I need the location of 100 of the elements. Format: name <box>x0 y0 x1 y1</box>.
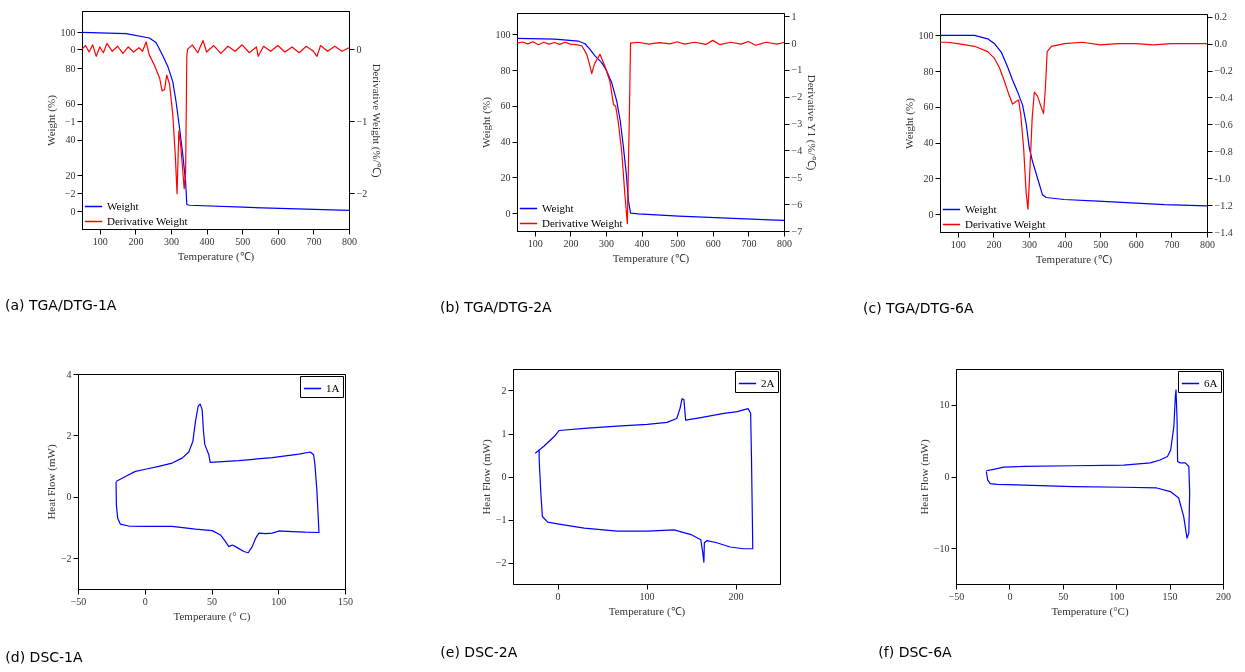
y3-tick-label: −2 <box>356 187 368 199</box>
text: (f) DSC-6A <box>878 644 953 660</box>
x-tick-label: 100 <box>639 590 655 602</box>
y-tick-label: 1 <box>501 428 507 439</box>
line-series <box>534 398 754 563</box>
x-axis-title: Temperature (℃) <box>177 249 255 263</box>
y-tick-label: −2 <box>60 552 72 564</box>
y2-tick-label: −0.6 <box>1214 118 1233 130</box>
x-tick-label: 200 <box>128 235 144 247</box>
x-axis-title: Temperature (℃) <box>1035 252 1113 266</box>
y-tick-label: 100 <box>495 28 511 40</box>
x-tick-label: −50 <box>70 595 87 607</box>
y-tick-label: 100 <box>60 26 76 38</box>
y2-tick-label: −7 <box>791 225 803 237</box>
legend-label: 1A <box>326 381 340 394</box>
legend-label: Weight <box>542 201 574 214</box>
y2-tick-label: −1.4 <box>1214 226 1233 238</box>
y2-tick-label: −0.8 <box>1214 145 1233 157</box>
x-tick-label: 500 <box>1093 238 1109 250</box>
legend-label: Weight <box>107 199 139 212</box>
y-tick-label: 0 <box>944 471 950 482</box>
x-tick-label: 400 <box>634 237 650 249</box>
y-tick-label: 0 <box>501 471 507 482</box>
x-tick-label: 150 <box>338 595 353 607</box>
x-tick-label: 800 <box>342 235 357 247</box>
text: (e) DSC-2A <box>440 644 518 660</box>
text: (b) TGA/DTG-2A <box>440 299 553 315</box>
x-tick-label: 50 <box>207 595 217 607</box>
x-tick-label: 600 <box>270 235 286 247</box>
line-series <box>985 389 1191 539</box>
y-tick-label: 20 <box>500 171 511 183</box>
text: (a) TGA/DTG-1A <box>5 297 117 313</box>
y2-tick-label: 0.2 <box>1214 11 1227 23</box>
y2-tick-label: −2 <box>791 91 803 103</box>
y-axis-title: Weight (%) <box>479 96 493 148</box>
y2-axis-title: Derivative Weight (%/℃) <box>370 63 384 178</box>
x-tick-label: 200 <box>728 590 744 602</box>
y-tick-label: 40 <box>500 136 511 148</box>
legend-label: Derivative Weight <box>542 216 623 229</box>
y2-tick-label: −1.2 <box>1214 199 1233 211</box>
y-axis-title: Weight (%) <box>44 94 58 146</box>
y2-tick-label: -1.0 <box>1214 172 1231 184</box>
x-tick-label: 0 <box>1007 590 1013 602</box>
x-tick-label: 0 <box>142 595 148 607</box>
y2-tick-label: 0 <box>791 37 797 49</box>
y-axis-title: Heat Flow (mW) <box>44 444 58 520</box>
legend-label: Weight <box>965 202 997 215</box>
x-tick-label: 600 <box>705 237 721 249</box>
y-tick-label: 4 <box>66 368 72 380</box>
y2-tick-label: −0.2 <box>1214 65 1233 77</box>
x-tick-label: 500 <box>235 235 251 247</box>
y-tick-label: 60 <box>500 100 511 112</box>
legend-label: Derivative Weight <box>107 214 188 227</box>
y2-tick-label: −6 <box>791 198 803 210</box>
y2-tick-label: −5 <box>791 171 803 183</box>
x-tick-label: 100 <box>527 237 543 249</box>
y-axis-title: Weight (%) <box>902 97 916 149</box>
x-tick-label: 100 <box>271 595 287 607</box>
x-tick-label: 0 <box>555 590 561 602</box>
y2-tick-label: −3 <box>791 118 803 130</box>
y-tick-label: −10 <box>933 542 950 554</box>
y2-tick-label: 1 <box>791 10 797 22</box>
y-tick-label: 20 <box>923 172 934 184</box>
x-axis-title: Temperature (℃) <box>612 251 690 265</box>
y2-tick-label: −4 <box>791 144 803 156</box>
y-tick-label: 10 <box>939 399 950 411</box>
y2-tick-label: −1 <box>791 64 803 76</box>
y-tick-label: 60 <box>65 98 76 110</box>
x-tick-label: 500 <box>670 237 686 249</box>
y-axis-title: Heat Flow (mW) <box>917 439 931 515</box>
x-axis-title: Temperaure (° C) <box>173 609 251 623</box>
text: (d) DSC-1A <box>5 649 84 665</box>
y-tick-label: 80 <box>500 64 511 76</box>
y-axis-title: Heat Flow (mW) <box>479 439 493 515</box>
x-tick-label: 200 <box>986 238 1002 250</box>
y-tick-label: 2 <box>66 429 72 441</box>
y-tick-label: 0 <box>928 208 934 220</box>
x-tick-label: 50 <box>1058 590 1069 602</box>
y3-tick-label: −1 <box>356 115 368 127</box>
x-axis-title: Temperature (°C) <box>1051 604 1129 618</box>
x-axis-title: Temperature (℃) <box>608 604 686 618</box>
x-tick-label: 400 <box>199 235 215 247</box>
legend-label: 2A <box>761 376 775 389</box>
y-tick-label: −1 <box>495 514 507 525</box>
y2-axis-title: Derivative Y1 (%/℃) <box>805 74 819 171</box>
x-tick-label: 100 <box>1109 590 1125 602</box>
x-tick-label: 700 <box>306 235 322 247</box>
x-tick-label: 800 <box>777 237 792 249</box>
y-tick-label: −2 <box>495 557 507 568</box>
y2-tick-label: 0.0 <box>1214 38 1227 50</box>
y-tick-label: 100 <box>918 29 934 41</box>
x-tick-label: 600 <box>1128 238 1144 250</box>
y2-tick-label: −0.4 <box>1214 91 1233 103</box>
y-tick-label: 60 <box>923 101 934 113</box>
x-tick-label: 100 <box>950 238 966 250</box>
y-tick-label: 2 <box>501 385 507 396</box>
y-tick-label: 40 <box>65 134 76 146</box>
x-tick-label: 800 <box>1200 238 1215 250</box>
x-tick-label: 400 <box>1057 238 1073 250</box>
x-tick-label: −50 <box>948 590 965 602</box>
